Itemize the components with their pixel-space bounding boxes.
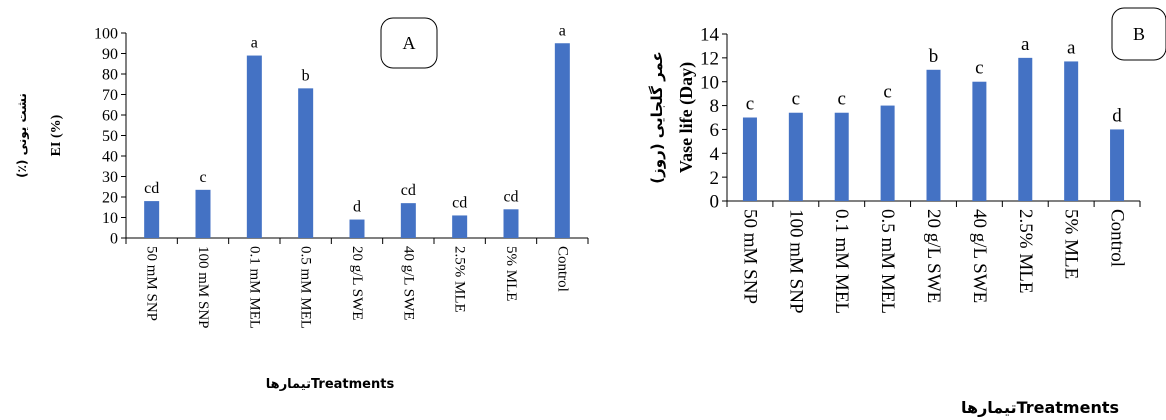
significance-letter: d <box>1112 105 1122 126</box>
x-tick-label: 50 mM SNP <box>144 246 160 321</box>
x-tick-label: 40 g/L SWE <box>969 209 990 303</box>
bar <box>926 69 941 202</box>
bar <box>503 209 519 238</box>
bar <box>1018 57 1033 201</box>
x-tick-label: 100 mM SNP <box>195 246 211 329</box>
significance-letter: c <box>838 89 846 110</box>
bar <box>834 112 849 201</box>
panel-label: A <box>403 33 416 53</box>
x-tick-label: 20 g/L SWE <box>349 246 365 320</box>
y-axis-title-fa: نشت یونی (٪) <box>15 93 30 178</box>
bar <box>880 105 895 201</box>
y-tick-label: 50 <box>102 128 118 145</box>
significance-letter: c <box>975 58 983 79</box>
significance-letter: c <box>883 82 891 103</box>
x-tick-label: 0.5 mM MEL <box>298 246 314 329</box>
panel-label: B <box>1133 24 1145 44</box>
y-tick-label: 2 <box>710 168 720 189</box>
significance-letter: b <box>929 46 939 67</box>
y-axis-title-fa: عمر گلجایی (روز) <box>648 51 666 183</box>
y-tick-label: 0 <box>710 192 720 213</box>
bar <box>1064 61 1079 201</box>
y-axis-title: EI (%) <box>49 114 64 156</box>
panel-label-box <box>1111 7 1166 61</box>
bar <box>298 88 314 238</box>
y-tick-label: 8 <box>710 96 720 117</box>
significance-letter: a <box>1021 34 1030 55</box>
x-tick-label: 50 mM SNP <box>739 209 760 304</box>
significance-letter: b <box>302 67 310 84</box>
x-tick-label: 100 mM SNP <box>785 209 806 314</box>
bar <box>246 55 262 238</box>
significance-letter: cd <box>503 188 518 205</box>
bar <box>144 201 160 238</box>
significance-letter: cd <box>452 194 467 211</box>
x-tick-label: Control <box>1107 209 1128 267</box>
bar <box>400 203 416 238</box>
significance-letter: c <box>199 169 206 186</box>
y-tick-label: 80 <box>102 67 118 84</box>
significance-letter: cd <box>144 180 159 197</box>
x-axis-title: تیمارهاTreatments <box>266 377 395 392</box>
bar <box>788 112 803 201</box>
y-tick-label: 90 <box>102 46 118 63</box>
y-tick-label: 100 <box>94 26 118 43</box>
x-tick-label: 0.1 mM MEL <box>831 209 852 314</box>
bar <box>1110 129 1125 201</box>
x-tick-label: 0.1 mM MEL <box>246 246 262 329</box>
y-tick-label: 40 <box>102 149 118 166</box>
y-tick-label: 20 <box>102 190 118 207</box>
x-tick-label: 40 g/L SWE <box>400 246 416 320</box>
bar <box>452 215 468 238</box>
y-tick-label: 70 <box>102 87 118 104</box>
significance-letter: a <box>251 35 258 52</box>
bar <box>195 189 211 238</box>
y-tick-label: 30 <box>102 169 118 186</box>
x-tick-label: 2.5% MLE <box>452 246 468 313</box>
x-tick-label: Control <box>554 246 570 292</box>
x-tick-label: 20 g/L SWE <box>923 209 944 303</box>
significance-letter: a <box>1067 37 1076 58</box>
significance-letter: d <box>353 199 361 216</box>
significance-letter: cd <box>401 182 416 199</box>
panel-A: 0 10 20 30 40 50 60 70 80 90 100 cd 50 mM SNP c 100 mM… <box>15 17 589 392</box>
y-tick-label: 10 <box>700 72 719 93</box>
panel-label-box <box>380 17 438 69</box>
y-tick-label: 60 <box>102 108 118 125</box>
y-tick-label: 6 <box>710 120 720 141</box>
bar <box>349 219 365 238</box>
significance-letter: c <box>792 89 800 110</box>
bar <box>742 117 757 201</box>
y-tick-label: 12 <box>700 49 719 70</box>
y-tick-label: 0 <box>110 231 118 248</box>
bar <box>972 81 987 201</box>
x-tick-label: 5% MLE <box>1061 209 1082 279</box>
x-tick-label: 2.5% MLE <box>1015 209 1036 293</box>
y-tick-label: 14 <box>700 25 720 46</box>
x-tick-label: 0.5 mM MEL <box>877 209 898 314</box>
x-tick-label: 5% MLE <box>503 246 519 301</box>
y-axis-title: Vase life (Day) <box>676 62 697 173</box>
bar <box>554 43 570 238</box>
y-tick-label: 4 <box>710 144 720 165</box>
x-axis-title: تیمارهاTreatments <box>961 398 1119 417</box>
significance-letter: c <box>746 94 754 115</box>
y-tick-label: 10 <box>102 210 118 227</box>
significance-letter: a <box>559 22 566 39</box>
